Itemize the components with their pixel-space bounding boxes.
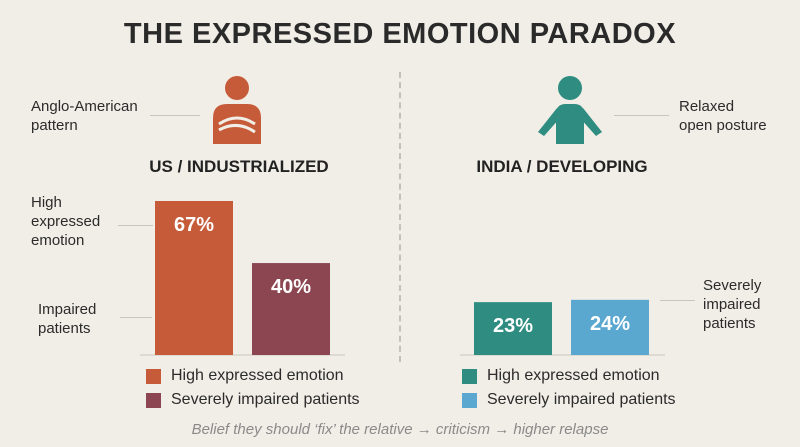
legend-label: High expressed emotion (171, 367, 344, 384)
legend-label: High expressed emotion (487, 367, 660, 384)
legend-swatch (462, 368, 477, 384)
legend-swatch (462, 392, 477, 408)
legend-label: Severely impaired patients (487, 391, 676, 408)
bar-value-label: 23% (493, 315, 533, 337)
bar-severe-impaired-0 (252, 263, 330, 355)
chart-title: THE EXPRESSED EMOTION PARADOX (123, 18, 677, 50)
legend-item-severe-india: Severely impaired patients (462, 390, 676, 410)
legend-item-high-ee-india: High expressed emotion (462, 366, 676, 386)
high-ee-line-1: High (31, 194, 62, 211)
footer-caption: Belief they should ‘fix’ the relative → … (191, 421, 609, 438)
bar-value-label: 24% (590, 313, 630, 335)
legend-right: High expressed emotion Severely impaired… (462, 366, 676, 410)
bar-high-ee-1 (474, 302, 552, 355)
high-ee-line-2: expressed (31, 213, 101, 230)
bar-high-ee-0 (155, 201, 233, 355)
severe-impaired-label: Severely impaired patients (703, 276, 761, 333)
pattern-note-line-2: pattern (31, 117, 78, 134)
posture-note-line-1: Relaxed (679, 98, 735, 115)
bar-value-label: 67% (174, 214, 214, 236)
high-ee-leader-line (118, 225, 153, 226)
severe-leader-line (660, 300, 695, 301)
crossed-arms-person-icon (205, 74, 269, 151)
impaired-line-2: patients (38, 320, 91, 337)
severe-line-2: impaired (703, 296, 761, 313)
impaired-leader-line (120, 317, 152, 318)
legend-item-severe: Severely impaired patients (146, 390, 360, 410)
bar-severe-impaired-1 (571, 299, 649, 355)
pattern-note-line-1: Anglo-American (31, 98, 138, 115)
region-label-us: US / INDUSTRIALIZED (149, 157, 329, 176)
impaired-label: Impaired patients (38, 300, 96, 338)
high-ee-label: High expressed emotion (31, 193, 100, 250)
legend-left: High expressed emotion Severely impaired… (146, 366, 360, 410)
bar-value-label: 40% (271, 276, 311, 298)
legend-label: Severely impaired patients (171, 391, 360, 408)
impaired-line-1: Impaired (38, 301, 97, 318)
severe-line-1: Severely (703, 277, 762, 294)
posture-note: Relaxed open posture (679, 97, 767, 135)
severe-line-3: patients (703, 315, 756, 332)
pattern-leader-line (150, 115, 200, 116)
region-label-india: INDIA / DEVELOPING (476, 157, 648, 176)
legend-swatch (146, 392, 161, 408)
panel-divider (399, 72, 401, 362)
posture-leader-line (614, 115, 669, 116)
pattern-note: Anglo-American pattern (31, 97, 138, 135)
high-ee-line-3: emotion (31, 232, 85, 249)
posture-note-line-2: open posture (679, 117, 767, 134)
open-posture-person-icon (530, 74, 610, 151)
legend-swatch (146, 368, 161, 384)
legend-item-high-ee: High expressed emotion (146, 366, 360, 386)
